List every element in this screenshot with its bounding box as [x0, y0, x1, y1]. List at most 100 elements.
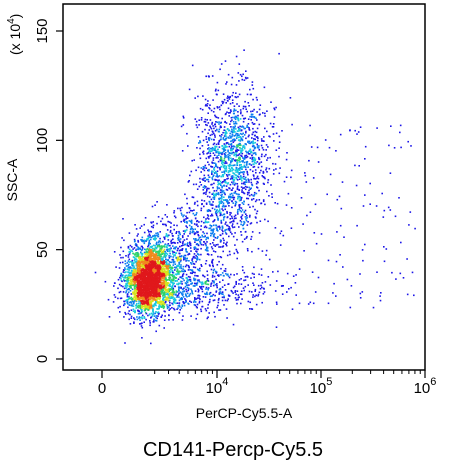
event-dot — [144, 258, 147, 261]
event-dot — [119, 276, 121, 279]
event-dot — [214, 245, 217, 247]
event-dot — [230, 215, 233, 218]
event-dot — [143, 278, 145, 280]
event-dot — [156, 264, 158, 266]
event-dot — [160, 279, 163, 282]
event-dot — [209, 243, 212, 245]
event-dot — [143, 267, 146, 270]
event-dot — [147, 261, 150, 264]
event-dot — [202, 189, 205, 191]
event-dot — [241, 179, 243, 182]
event-dot — [267, 157, 269, 159]
event-dot — [220, 166, 223, 168]
event-dot — [140, 295, 142, 297]
event-dot — [212, 170, 214, 173]
event-dot — [145, 312, 148, 315]
event-dot — [258, 189, 260, 192]
event-dot — [229, 193, 232, 196]
event-dot — [220, 158, 223, 161]
event-dot — [131, 283, 133, 286]
event-dot — [150, 261, 153, 264]
event-dot — [248, 186, 250, 189]
event-dot — [136, 266, 139, 269]
event-dot — [179, 291, 182, 293]
event-dot — [219, 256, 222, 258]
event-dot — [278, 172, 281, 175]
event-dot — [250, 193, 253, 196]
event-dot — [117, 287, 119, 290]
event-dot — [126, 293, 129, 295]
event-dot — [135, 276, 138, 278]
event-dot — [140, 264, 143, 266]
event-dot — [120, 246, 122, 249]
event-dot — [156, 286, 158, 288]
event-dot — [142, 267, 145, 269]
event-dot — [138, 256, 140, 259]
event-dot — [138, 275, 140, 278]
event-dot — [254, 159, 256, 161]
event-dot — [237, 72, 240, 74]
event-dot — [141, 306, 143, 308]
event-dot — [151, 281, 153, 284]
event-dot — [248, 189, 250, 192]
event-dot — [128, 261, 131, 263]
event-dot — [226, 201, 229, 203]
event-dot — [196, 248, 198, 251]
event-dot — [140, 297, 142, 299]
event-dot — [130, 309, 133, 311]
event-dot — [114, 296, 117, 298]
event-dot — [243, 134, 246, 136]
event-dot — [128, 295, 130, 298]
event-dot — [240, 196, 243, 199]
event-dot — [165, 252, 168, 254]
event-dot — [236, 149, 238, 151]
event-dot — [260, 144, 263, 147]
event-dot — [134, 293, 137, 295]
event-dot — [146, 293, 148, 296]
event-dot — [194, 278, 197, 280]
event-dot — [254, 141, 256, 144]
event-dot — [190, 226, 193, 228]
event-dot — [213, 268, 216, 271]
event-dot — [156, 267, 158, 270]
event-dot — [186, 238, 188, 240]
event-dot — [139, 282, 142, 285]
event-dot — [241, 171, 244, 174]
event-dot — [221, 286, 224, 288]
event-dot — [197, 166, 200, 169]
event-dot — [150, 292, 152, 294]
event-dot — [165, 263, 168, 265]
event-dot — [132, 274, 134, 276]
event-dot — [154, 281, 157, 284]
event-dot — [180, 245, 183, 247]
event-dot — [139, 263, 142, 266]
event-dot — [237, 95, 239, 98]
event-dot — [242, 135, 244, 138]
event-dot — [248, 216, 251, 218]
event-dot — [234, 96, 237, 98]
event-dot — [187, 145, 189, 147]
event-dot — [185, 273, 188, 276]
event-dot — [244, 216, 247, 218]
event-dot — [190, 301, 193, 303]
event-dot — [210, 285, 212, 287]
event-dot — [275, 106, 277, 109]
event-dot — [136, 316, 138, 318]
event-dot — [256, 146, 259, 149]
event-dot — [221, 190, 223, 193]
event-dot — [190, 220, 193, 222]
event-dot — [173, 210, 176, 212]
event-dot — [137, 265, 140, 267]
event-dot — [245, 130, 247, 133]
event-dot — [202, 192, 205, 195]
event-dot — [141, 316, 143, 318]
event-dot — [179, 260, 182, 263]
event-dot — [223, 199, 225, 201]
event-dot — [188, 224, 191, 227]
event-dot — [215, 214, 218, 217]
event-dot — [198, 124, 200, 126]
event-dot — [182, 240, 184, 243]
event-dot — [217, 166, 219, 169]
event-dot — [162, 256, 164, 258]
event-dot — [252, 87, 255, 90]
